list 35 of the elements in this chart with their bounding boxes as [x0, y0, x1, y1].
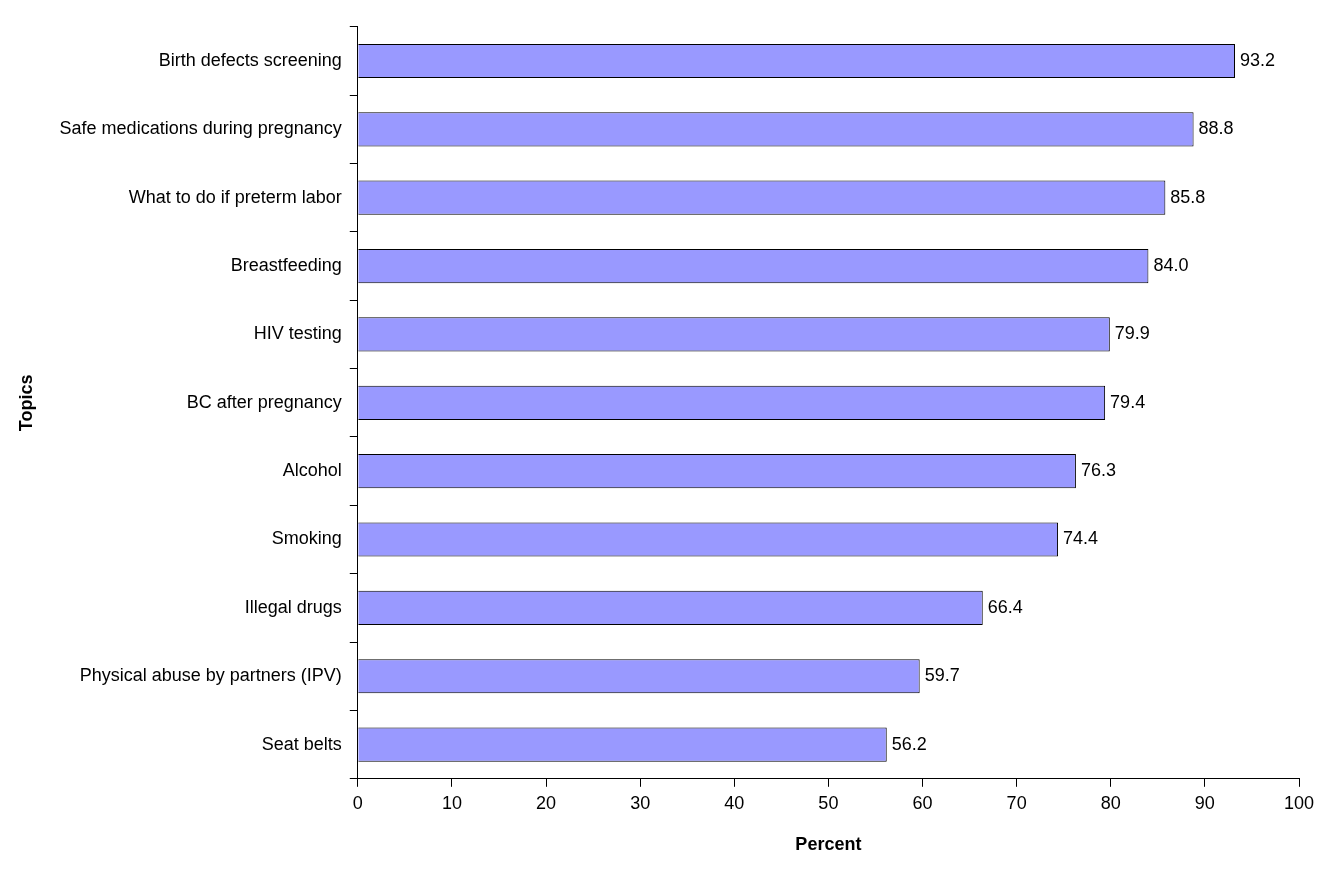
data-label: 93.2 — [1240, 49, 1276, 70]
data-label: 74.4 — [1063, 528, 1099, 549]
y-tick-label: Alcohol — [282, 460, 342, 481]
data-label: 56.2 — [891, 733, 927, 754]
x-tick-label: 70 — [1006, 792, 1027, 813]
y-tick-label: Illegal drugs — [244, 596, 342, 617]
y-tick-label: Physical abuse by partners (IPV) — [79, 665, 342, 686]
data-label: 76.3 — [1080, 460, 1116, 481]
x-tick-label: 60 — [912, 792, 933, 813]
x-tick-label: 10 — [441, 792, 462, 813]
data-label: 88.8 — [1198, 118, 1234, 139]
x-tick-label: 100 — [1283, 792, 1315, 813]
x-tick-label: 50 — [818, 792, 839, 813]
data-label: 66.4 — [987, 596, 1023, 617]
x-tick-label: 20 — [536, 792, 557, 813]
x-tick-label: 80 — [1100, 792, 1121, 813]
data-label: 79.9 — [1114, 323, 1150, 344]
data-label: 84.0 — [1153, 255, 1189, 276]
x-tick-label: 0 — [352, 792, 363, 813]
y-tick-label: Seat belts — [261, 733, 342, 754]
y-tick-label: Smoking — [271, 528, 342, 549]
y-tick-label: Birth defects screening — [158, 49, 342, 70]
y-tick-label: HIV testing — [253, 323, 342, 344]
x-tick-label: 90 — [1194, 792, 1215, 813]
y-tick-label: What to do if preterm labor — [128, 186, 342, 207]
y-axis-title: Topics — [15, 374, 36, 432]
x-tick-label: 40 — [724, 792, 745, 813]
x-axis-title: Percent — [795, 834, 862, 855]
y-tick-label: BC after pregnancy — [186, 391, 342, 412]
y-tick-label: Safe medications during pregnancy — [59, 118, 342, 139]
data-label: 59.7 — [924, 665, 960, 686]
data-label: 79.4 — [1110, 391, 1146, 412]
y-tick-label: Breastfeeding — [230, 255, 342, 276]
data-label: 85.8 — [1170, 186, 1206, 207]
x-tick-label: 30 — [630, 792, 651, 813]
